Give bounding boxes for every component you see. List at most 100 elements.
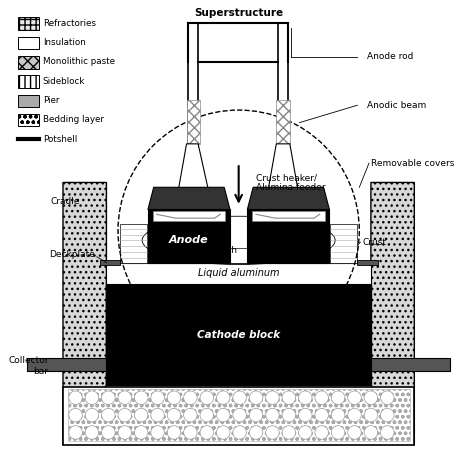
Circle shape	[151, 391, 164, 404]
Circle shape	[200, 408, 214, 422]
Text: Collector
bar: Collector bar	[8, 356, 48, 376]
Circle shape	[381, 391, 394, 404]
Text: Crust: Crust	[362, 238, 386, 247]
Text: Ledge: Ledge	[295, 247, 323, 256]
Circle shape	[315, 391, 328, 404]
Bar	[68, 389, 410, 441]
Circle shape	[183, 426, 197, 439]
Circle shape	[217, 426, 230, 439]
Bar	[100, 260, 120, 265]
Circle shape	[200, 426, 214, 439]
Circle shape	[381, 408, 394, 422]
Text: Refractories: Refractories	[43, 19, 96, 28]
Bar	[27, 358, 107, 371]
Text: Crust heaker/: Crust heaker/	[256, 173, 317, 182]
Circle shape	[167, 408, 181, 422]
Bar	[18, 114, 39, 127]
Circle shape	[331, 426, 345, 439]
Text: Cradle: Cradle	[50, 197, 80, 206]
Circle shape	[118, 391, 131, 404]
Bar	[371, 358, 450, 371]
Text: Bath: Bath	[217, 247, 237, 256]
Circle shape	[315, 426, 328, 439]
Circle shape	[233, 408, 246, 422]
Circle shape	[266, 391, 279, 404]
Bar	[18, 76, 39, 88]
Circle shape	[233, 426, 246, 439]
Circle shape	[315, 408, 328, 422]
Bar	[187, 100, 200, 144]
Circle shape	[167, 426, 181, 439]
Circle shape	[101, 426, 115, 439]
Polygon shape	[371, 182, 414, 445]
Circle shape	[233, 391, 246, 404]
Bar	[153, 212, 225, 221]
Circle shape	[249, 408, 263, 422]
Circle shape	[249, 391, 263, 404]
Circle shape	[85, 391, 99, 404]
Bar	[18, 37, 39, 49]
Bar	[252, 212, 325, 221]
Circle shape	[348, 408, 361, 422]
Circle shape	[282, 391, 296, 404]
Bar	[330, 224, 357, 263]
Bar	[120, 224, 147, 263]
Bar	[276, 100, 290, 144]
Text: Sideblock: Sideblock	[43, 76, 85, 86]
Circle shape	[249, 426, 263, 439]
Polygon shape	[63, 182, 107, 445]
Text: Liquid aluminum: Liquid aluminum	[198, 268, 279, 278]
Polygon shape	[269, 144, 298, 187]
Circle shape	[217, 391, 230, 404]
Bar	[107, 263, 371, 284]
Circle shape	[364, 426, 378, 439]
Circle shape	[151, 408, 164, 422]
Text: Pier: Pier	[43, 96, 59, 105]
Circle shape	[101, 408, 115, 422]
Circle shape	[200, 391, 214, 404]
Text: Superstructure: Superstructure	[194, 8, 283, 18]
Circle shape	[266, 408, 279, 422]
Text: Deckplate: Deckplate	[49, 250, 95, 259]
Text: Anodic beam: Anodic beam	[367, 101, 426, 110]
Text: Removable covers: Removable covers	[371, 159, 454, 167]
Bar	[63, 387, 414, 445]
Circle shape	[118, 408, 131, 422]
Bar	[107, 263, 120, 385]
Text: Alumina feeder: Alumina feeder	[256, 183, 326, 192]
Circle shape	[364, 408, 378, 422]
Text: Bedding layer: Bedding layer	[43, 115, 104, 124]
Circle shape	[135, 391, 148, 404]
Circle shape	[118, 426, 131, 439]
Circle shape	[299, 426, 312, 439]
Circle shape	[135, 408, 148, 422]
Circle shape	[299, 408, 312, 422]
Circle shape	[331, 408, 345, 422]
Polygon shape	[179, 144, 208, 187]
Circle shape	[183, 408, 197, 422]
Circle shape	[364, 391, 378, 404]
Bar	[120, 248, 357, 263]
Bar	[107, 284, 371, 385]
Bar	[247, 210, 329, 263]
Text: Anode: Anode	[169, 235, 208, 245]
Circle shape	[299, 391, 312, 404]
Text: Cathode block: Cathode block	[197, 330, 280, 340]
Circle shape	[266, 426, 279, 439]
Circle shape	[348, 426, 361, 439]
Text: Potshell: Potshell	[43, 135, 77, 144]
Circle shape	[282, 426, 296, 439]
Polygon shape	[148, 187, 230, 210]
Circle shape	[381, 426, 394, 439]
Circle shape	[69, 408, 82, 422]
Text: Insulation: Insulation	[43, 38, 85, 47]
Circle shape	[69, 391, 82, 404]
Circle shape	[282, 408, 296, 422]
Circle shape	[151, 426, 164, 439]
Bar	[18, 95, 39, 107]
Circle shape	[85, 408, 99, 422]
Circle shape	[167, 391, 181, 404]
Circle shape	[85, 426, 99, 439]
Bar	[357, 260, 378, 265]
Bar	[148, 210, 230, 263]
